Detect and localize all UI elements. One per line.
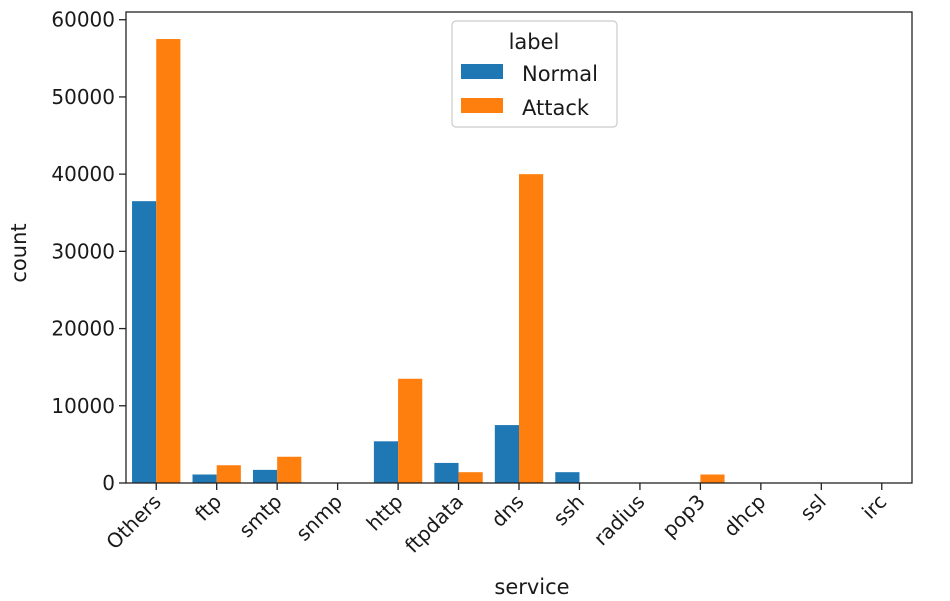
plot-frame xyxy=(125,11,913,484)
legend-label-normal: Normal xyxy=(522,62,598,86)
x-tick-label-pop3: pop3 xyxy=(657,490,710,543)
y-tick-label: 40000 xyxy=(51,162,115,186)
bar-normal-ssh xyxy=(555,472,580,483)
x-tick-label-http: http xyxy=(362,490,408,536)
x-tick-label-irc: irc xyxy=(857,490,891,524)
x-tick-label-dns: dns xyxy=(486,490,528,532)
bar-normal-dns xyxy=(494,425,519,483)
legend-title: label xyxy=(509,30,560,54)
legend: label Normal Attack xyxy=(451,20,618,128)
y-tick-label: 0 xyxy=(102,471,115,495)
y-axis-label: count xyxy=(7,223,31,282)
x-tick-label-radius: radius xyxy=(589,490,650,551)
legend-swatch-normal xyxy=(461,64,503,79)
x-tick-label-ssl: ssl xyxy=(795,490,831,526)
bars xyxy=(132,39,725,484)
bar-normal-ftp xyxy=(192,474,217,483)
x-tick-label-snmp: snmp xyxy=(291,490,347,546)
y-tick-label: 50000 xyxy=(51,85,115,109)
bar-normal-ftpdata xyxy=(434,462,459,483)
y-tick-label: 10000 xyxy=(51,394,115,418)
bar-attack-pop3 xyxy=(700,474,725,483)
bar-attack-ftpdata xyxy=(458,472,483,483)
legend-swatch-attack xyxy=(461,98,503,113)
x-tick-label-dhcp: dhcp xyxy=(719,490,771,542)
y-tick-label: 20000 xyxy=(51,317,115,341)
bar-normal-http xyxy=(373,441,399,483)
y-axis-ticks: 0 10000 20000 30000 40000 50000 60000 xyxy=(51,8,126,495)
bar-normal-others xyxy=(132,201,157,484)
x-tick-label-smtp: smtp xyxy=(234,490,287,543)
bar-attack-http xyxy=(398,378,423,483)
x-tick-label-ssh: ssh xyxy=(548,490,589,531)
y-tick-label: 30000 xyxy=(51,239,115,263)
y-tick-label: 60000 xyxy=(51,8,115,32)
x-axis-label: service xyxy=(494,575,569,599)
legend-label-attack: Attack xyxy=(522,96,590,120)
x-tick-label-ftp: ftp xyxy=(190,490,226,526)
bar-attack-dns xyxy=(519,174,544,484)
bar-attack-others xyxy=(156,39,181,483)
bar-attack-smtp xyxy=(277,456,302,483)
bar-attack-ftp xyxy=(216,465,241,483)
x-tick-label-others: Others xyxy=(101,490,166,555)
bar-normal-smtp xyxy=(252,469,278,483)
x-tick-label-ftpdata: ftpdata xyxy=(400,490,468,558)
